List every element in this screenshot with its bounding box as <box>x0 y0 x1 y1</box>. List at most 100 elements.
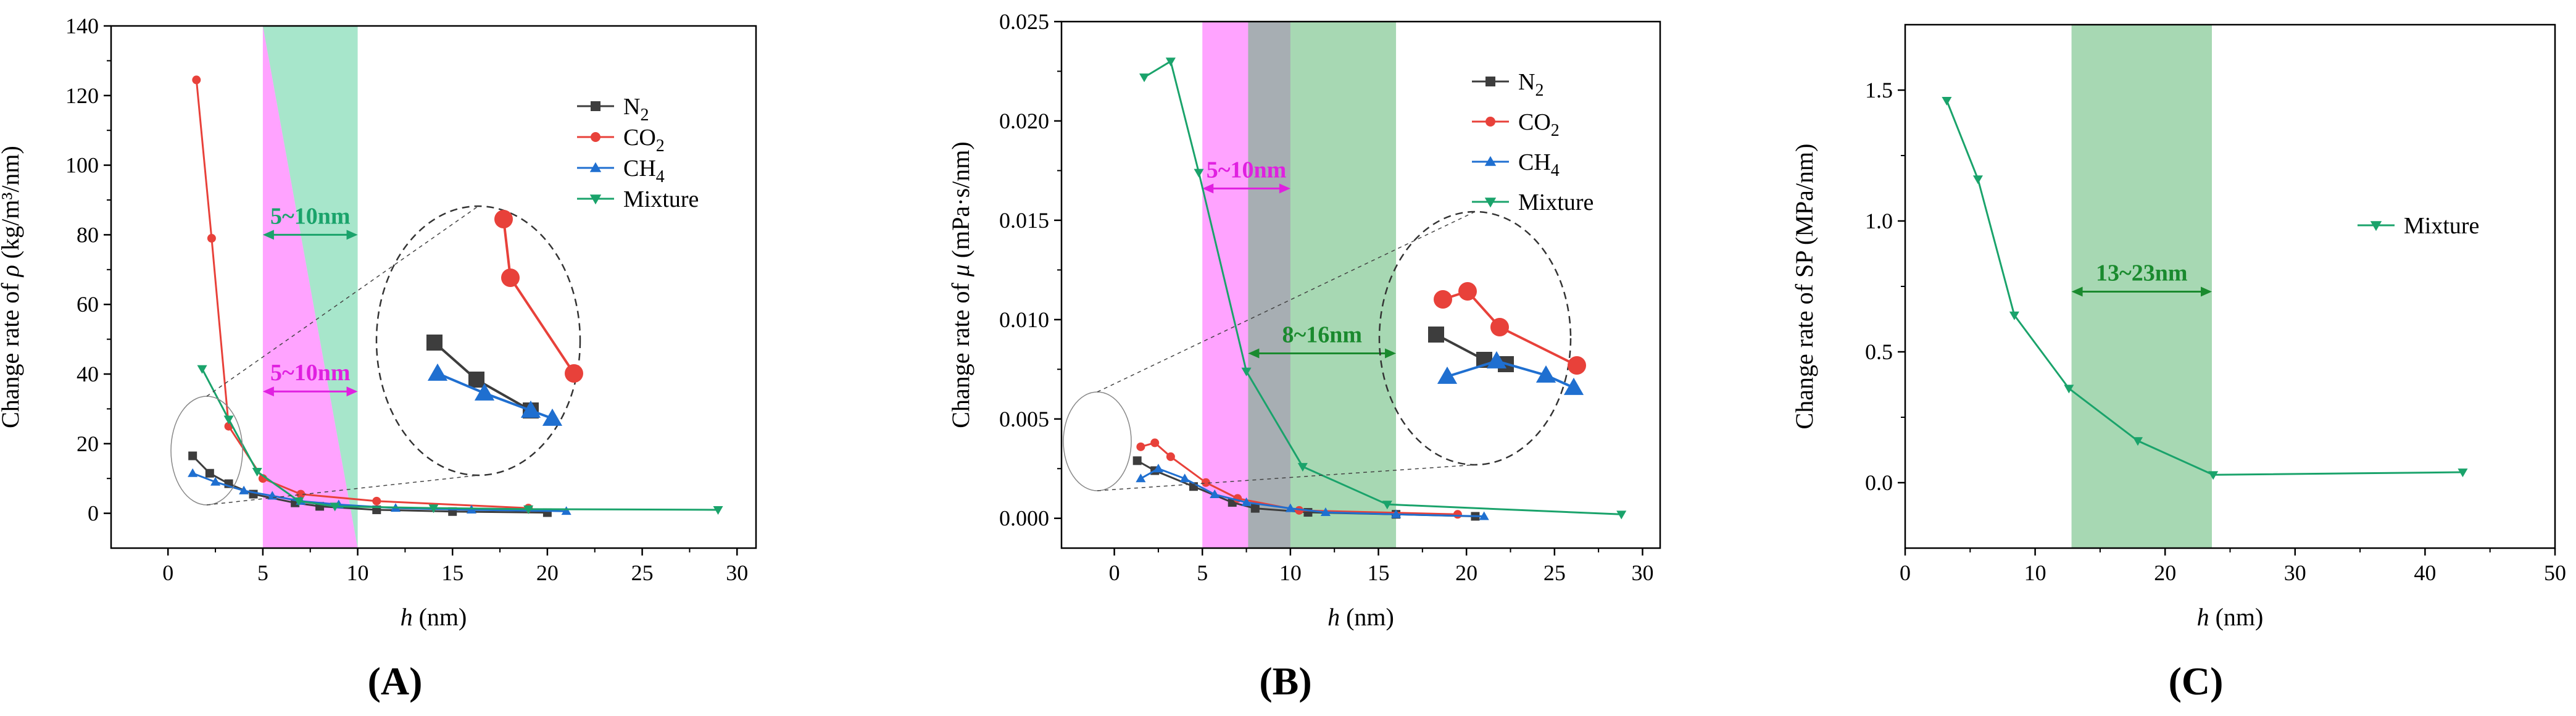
x-tick-label: 30 <box>726 560 748 585</box>
arrow-head-left <box>2071 286 2083 297</box>
x-axis-label: h (nm) <box>401 603 467 631</box>
data-point <box>207 234 216 243</box>
arrow-head-right <box>346 386 358 397</box>
data-point <box>1297 463 1308 472</box>
y-tick-label: 0.000 <box>999 506 1049 531</box>
chart-c: 0 10 20 30 40 50 0.0 0.5 1.0 1.5 h (nm) Change rate… <box>1790 23 2566 703</box>
data-point <box>1132 456 1142 465</box>
x-tick-label: 25 <box>1544 560 1566 585</box>
zoom-data-point <box>1434 290 1452 309</box>
x-tick-label: 10 <box>2024 560 2046 585</box>
chart-a: 0 5 10 15 20 25 30 0 20 40 60 80 100 120 140 h (nm) Chan… <box>0 14 757 703</box>
chart-b: 0 5 10 15 20 25 30 0.000 0.005 0.010 0.015 0.020 0.0… <box>947 9 1661 703</box>
data-point <box>1210 489 1220 499</box>
x-tick-label: 30 <box>2284 560 2306 585</box>
zoom-data-point <box>427 363 448 381</box>
x-tick-label: 50 <box>2544 560 2566 585</box>
arrow-head-left <box>262 386 274 397</box>
data-point <box>223 415 234 425</box>
y-tick-label: 80 <box>77 222 99 247</box>
data-point <box>1165 57 1176 67</box>
data-point <box>294 497 304 506</box>
y-axis-label: Change rate of SP (MPa/nm) <box>1790 144 1818 430</box>
annotation-label: 5~10nm <box>270 360 351 386</box>
arrow-head-left <box>262 230 274 240</box>
y-tick-label: 40 <box>77 362 99 386</box>
data-point <box>197 365 207 374</box>
legend-entry: CO2 <box>623 125 665 156</box>
zoom-data-point <box>468 372 484 388</box>
legend-entry: CH4 <box>623 156 665 186</box>
zoom-data-point <box>426 335 442 351</box>
data-point <box>330 502 340 512</box>
data-point <box>2208 471 2219 480</box>
zoom-source-circle <box>170 396 243 506</box>
legend-entry: Mixture <box>1518 189 1593 215</box>
y-tick-label: 140 <box>65 14 99 38</box>
data-point <box>1150 438 1160 448</box>
x-tick-label: 0 <box>1109 560 1120 585</box>
x-tick-label: 10 <box>347 560 369 585</box>
zoom-data-point <box>542 408 563 426</box>
data-point <box>188 451 197 460</box>
arrow-head-right <box>1385 348 1397 359</box>
zoom-data-point <box>1437 366 1458 384</box>
zoom-data-point <box>565 364 583 383</box>
y-tick-label: 0.0 <box>1865 470 1893 495</box>
zoom-series-line <box>502 219 575 375</box>
legend-entry: N2 <box>623 94 649 125</box>
data-point <box>252 467 262 477</box>
zoom-inset-circle <box>375 205 581 477</box>
plot-frame <box>1904 23 2556 549</box>
zoom-inset-circle <box>1378 210 1572 466</box>
zoom-series-line <box>1442 289 1577 367</box>
zoom-data-point <box>1535 365 1556 383</box>
data-point <box>713 506 723 515</box>
x-tick-label: 25 <box>631 560 654 585</box>
annotation-label: 5~10nm <box>270 203 351 229</box>
arrow-head-left <box>1248 348 1260 359</box>
zoom-data-point <box>1458 282 1477 301</box>
data-point <box>205 468 214 478</box>
annotation-label: 8~16nm <box>1282 322 1362 348</box>
zoom-series-line <box>437 372 553 420</box>
plot-frame <box>1060 20 1661 549</box>
x-tick-label: 15 <box>441 560 463 585</box>
x-tick-label: 40 <box>2414 560 2436 585</box>
zoom-source-circle <box>1063 391 1132 491</box>
x-tick-label: 30 <box>1631 560 1653 585</box>
data-point <box>428 504 439 514</box>
data-point <box>2009 311 2019 320</box>
x-tick-label: 5 <box>257 560 268 585</box>
x-tick-label: 0 <box>1900 560 1911 585</box>
y-tick-label: 0.015 <box>999 208 1049 233</box>
y-tick-label: 100 <box>65 153 99 178</box>
zoom-data-point <box>1486 351 1507 368</box>
zoom-data-point <box>520 400 541 418</box>
y-tick-label: 120 <box>65 83 99 108</box>
data-point <box>1616 510 1627 520</box>
x-axis-label: h (nm) <box>1327 603 1394 631</box>
data-point <box>1942 97 1952 106</box>
data-point <box>1179 473 1190 483</box>
series-line <box>192 455 547 514</box>
data-point <box>1250 504 1260 513</box>
zoom-connector <box>206 475 479 506</box>
data-point <box>1382 501 1392 510</box>
arrow-head-right <box>2201 286 2212 297</box>
legend-marker <box>589 194 602 205</box>
y-tick-label: 1.5 <box>1865 78 1893 102</box>
zoom-data-point <box>494 210 513 228</box>
data-point <box>523 505 534 514</box>
data-point <box>1201 478 1210 487</box>
data-point <box>1136 473 1146 483</box>
data-point <box>2064 385 2074 394</box>
legend-marker <box>1484 198 1497 208</box>
panel-label: (A) <box>368 659 423 703</box>
data-point <box>192 75 201 85</box>
zoom-series-line <box>1447 359 1574 389</box>
x-tick-label: 10 <box>1279 560 1302 585</box>
zoom-data-point <box>1490 318 1509 336</box>
x-tick-label: 5 <box>1197 560 1208 585</box>
